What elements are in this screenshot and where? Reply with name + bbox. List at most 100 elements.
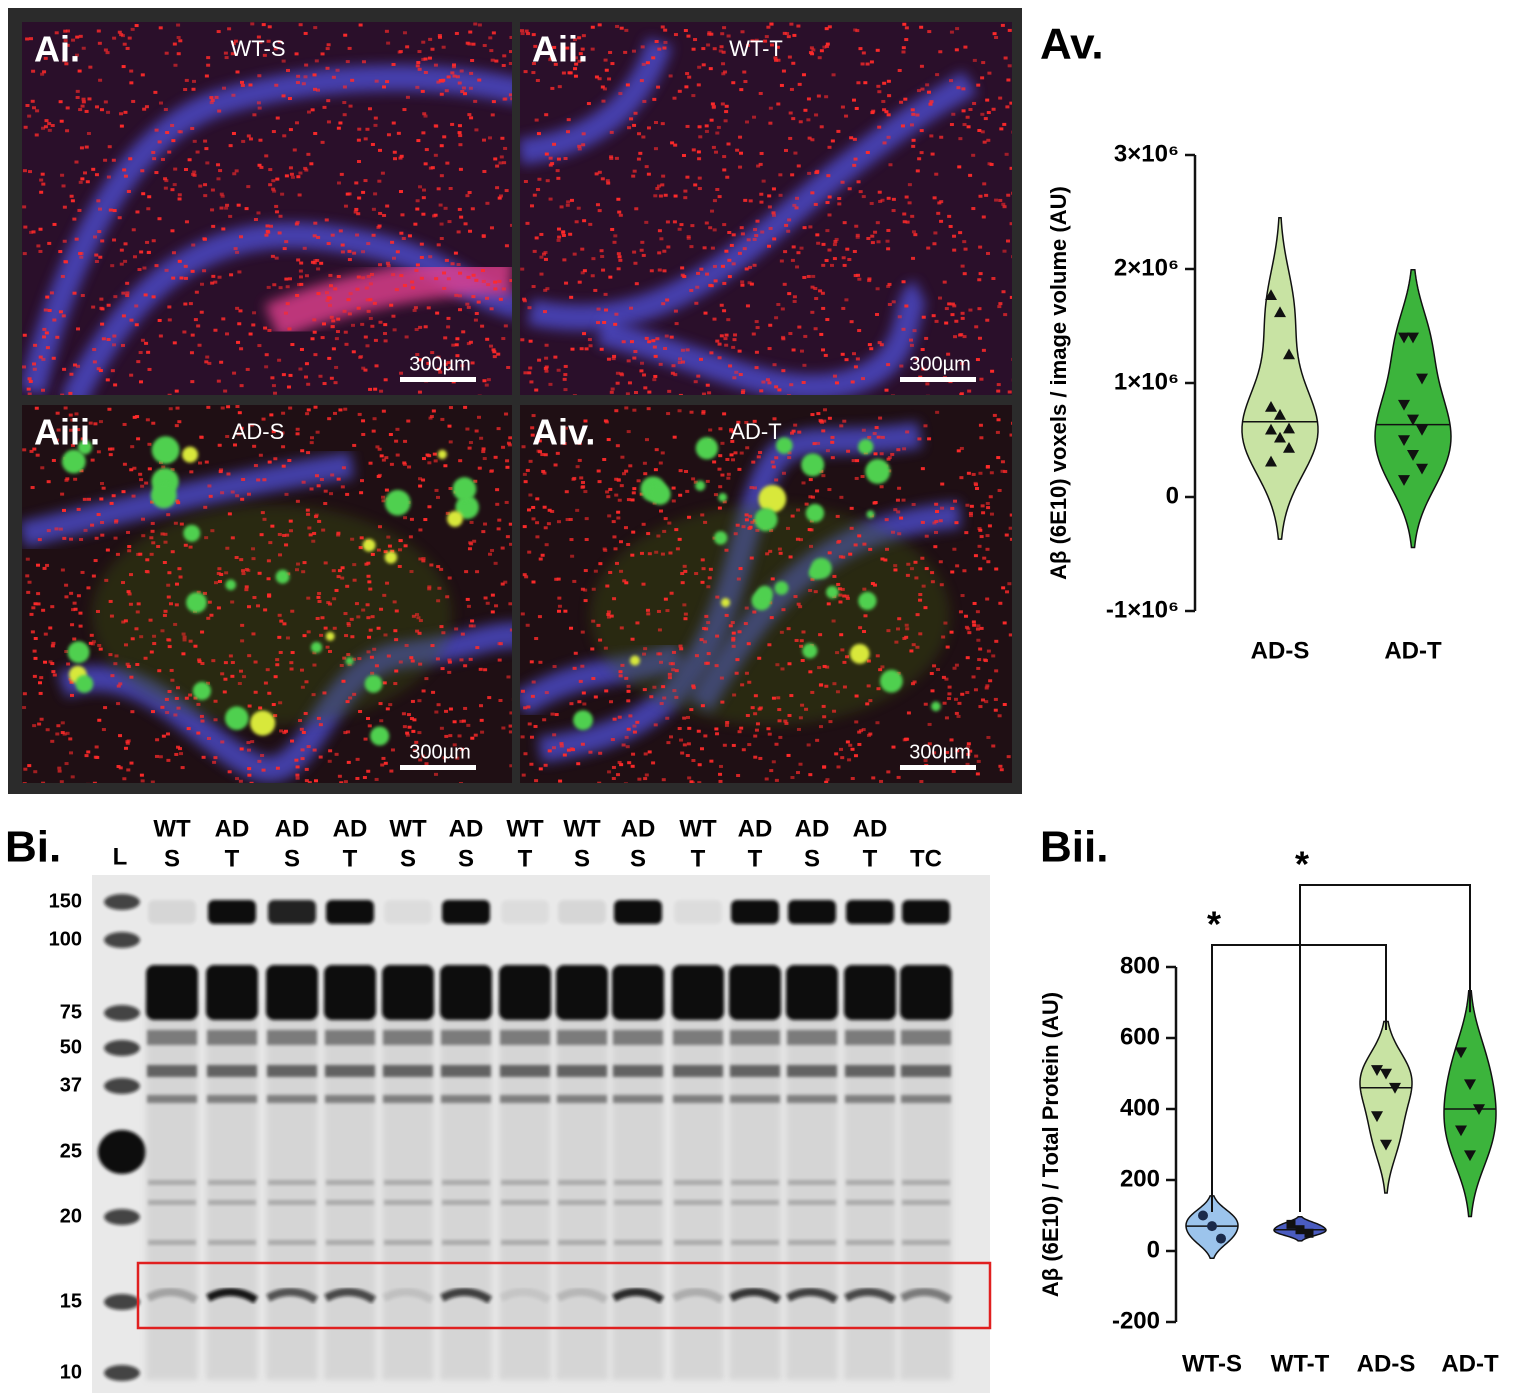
nucleus [36,602,41,606]
nucleus [803,108,808,112]
nucleus [50,739,55,743]
nucleus [623,526,628,530]
nucleus [463,706,468,710]
nucleus [644,165,649,169]
nucleus [352,251,357,255]
nucleus [719,303,724,307]
nucleus [787,55,792,59]
nucleus [507,443,512,447]
nucleus [63,39,68,43]
nucleus [967,389,972,393]
nucleus [151,541,156,545]
nucleus [821,704,826,708]
nucleus [958,231,963,235]
nucleus [456,263,461,267]
nucleus [732,376,737,380]
x-tick-label: WT-T [1271,1350,1330,1377]
nucleus [75,35,80,39]
nucleus [179,752,184,756]
nucleus [103,100,108,104]
nucleus [767,643,772,647]
nucleus [310,108,315,112]
nucleus [140,338,145,342]
nucleus [789,383,794,387]
nucleus [641,62,646,66]
nucleus [915,613,920,617]
nucleus [503,146,508,150]
nucleus [352,657,357,661]
nucleus [384,456,389,460]
significance-star: * [1207,904,1221,945]
nucleus [865,702,870,706]
nucleus [444,709,449,713]
nucleus [118,682,123,686]
nucleus [497,658,502,662]
nucleus [899,516,904,520]
nucleus [658,362,663,366]
nucleus [752,610,757,614]
lane-label: S [630,845,646,872]
nucleus [151,295,156,299]
nucleus [909,649,914,653]
nucleus [948,224,953,228]
nucleus [947,214,952,218]
nucleus [31,69,36,73]
nucleus [508,436,512,440]
nucleus [952,547,957,551]
nucleus [986,649,991,653]
nucleus [417,390,422,394]
nucleus [47,308,52,312]
nucleus [487,696,492,700]
nucleus [340,576,345,580]
nucleus [237,432,242,436]
nucleus [492,355,497,359]
band [500,1065,550,1077]
nucleus [1007,64,1012,68]
nucleus [522,297,527,301]
nucleus [399,231,404,235]
nucleus [419,276,424,280]
nucleus [673,143,678,147]
nucleus [718,485,723,489]
nucleus [302,561,307,565]
nucleus [147,442,152,446]
nucleus [64,595,69,599]
band [326,1180,374,1185]
band [268,1200,316,1205]
nucleus [769,528,774,532]
nucleus [511,697,512,701]
nucleus [123,174,128,178]
nucleus [786,627,791,631]
nucleus [217,443,222,447]
nucleus [758,91,763,95]
nucleus [603,292,608,296]
nucleus [685,175,690,179]
nucleus [754,234,759,238]
nucleus [924,336,929,340]
nucleus [886,247,891,251]
nucleus [873,452,878,456]
nucleus [985,251,990,255]
nucleus [771,696,776,700]
nucleus [264,365,269,369]
nucleus [612,354,617,358]
nucleus [787,292,792,296]
nucleus [125,294,130,298]
nucleus [250,22,255,26]
nucleus [386,264,391,268]
panel-label: Bii. [1040,823,1108,872]
nucleus [188,302,193,306]
nucleus [246,748,251,752]
nucleus [703,311,708,315]
nucleus [810,138,815,142]
nucleus [217,275,222,279]
nucleus [311,693,316,697]
nucleus [42,335,47,339]
nucleus [311,539,316,543]
nucleus [956,86,961,90]
nucleus [37,538,42,542]
nucleus [213,581,218,585]
nucleus [173,521,178,525]
nucleus [341,466,346,470]
nucleus [537,177,542,181]
